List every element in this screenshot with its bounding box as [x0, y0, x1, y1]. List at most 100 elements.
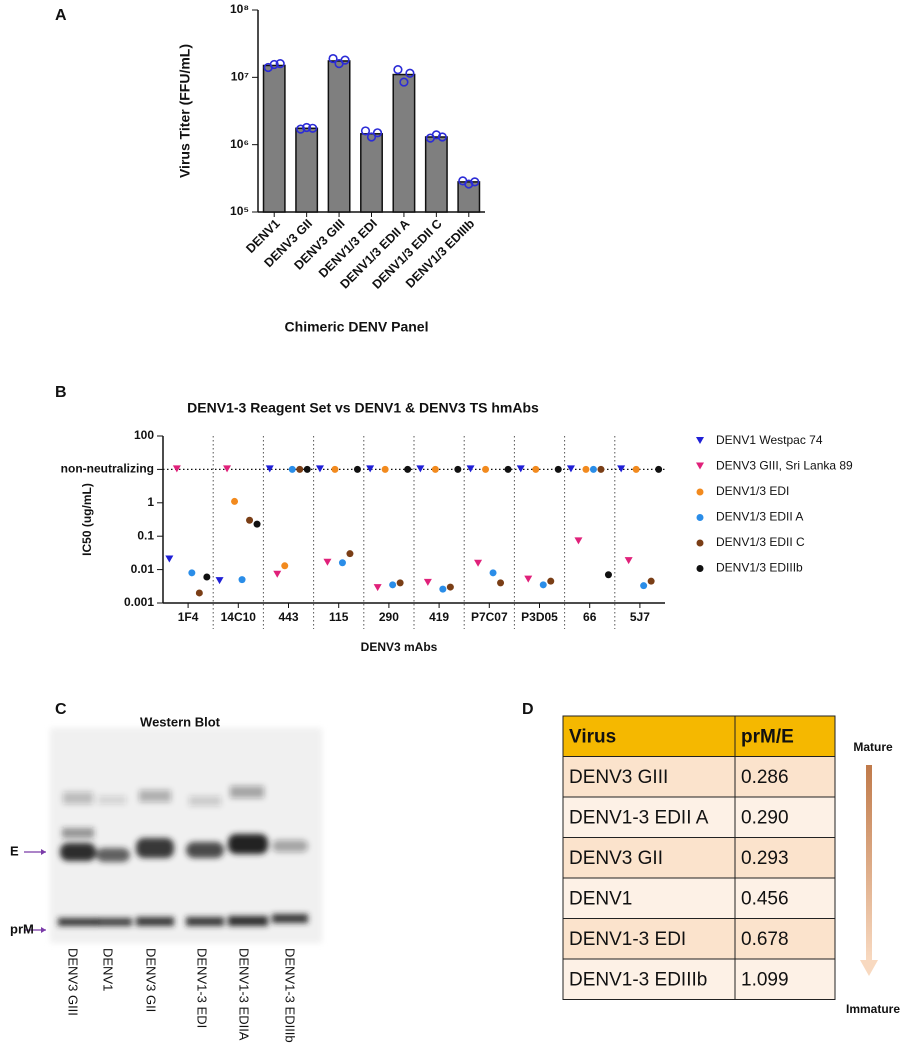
data-point [624, 557, 633, 565]
table-header: prM/E [741, 726, 794, 747]
x-axis-label: Chimeric DENV Panel [285, 319, 429, 335]
y-tick-label: non-neutralizing [61, 462, 154, 476]
data-point [416, 465, 425, 473]
bar [392, 73, 416, 213]
legend-label: DENV1/3 EDI [716, 484, 789, 498]
data-point [215, 577, 224, 585]
data-point [539, 581, 547, 589]
data-point [617, 465, 626, 473]
x-tick-label: 66 [583, 610, 597, 624]
data-point [323, 558, 332, 566]
chart-title: DENV1-3 Reagent Set vs DENV1 & DENV3 TS … [187, 400, 539, 416]
data-point [589, 465, 597, 473]
y-axis-label: IC50 (ug/mL) [80, 483, 94, 556]
data-point [431, 465, 439, 473]
band-marker: prM [10, 921, 34, 936]
x-tick-label: 5J7 [630, 610, 650, 624]
data-point [328, 53, 338, 64]
y-tick-label: 0.1 [137, 528, 154, 542]
table-cell [734, 958, 836, 1000]
bar [424, 136, 448, 213]
bar [262, 64, 286, 213]
panel-label: D [522, 701, 534, 718]
y-tick-label: 10⁵ [230, 204, 249, 218]
bar [457, 181, 481, 213]
arrow-label: Mature [853, 740, 893, 754]
data-point [524, 575, 533, 583]
data-point [396, 579, 404, 587]
data-point [172, 465, 181, 473]
table-text: DENV1-3 EDII A [569, 807, 709, 828]
lane-label: DENV3 GIII [66, 948, 81, 1016]
data-point [399, 77, 409, 87]
table-cell [562, 715, 736, 757]
data-point [372, 128, 383, 138]
blot-image [24, 728, 322, 943]
table-cell [734, 756, 836, 798]
data-point [554, 465, 562, 473]
panel-label: A [55, 7, 67, 24]
x-tick-label: 1F4 [178, 610, 199, 624]
data-point [446, 583, 454, 591]
data-point [195, 589, 203, 597]
table-cell [562, 756, 736, 798]
data-point [497, 579, 505, 587]
data-point [404, 465, 412, 473]
data-point [655, 465, 663, 473]
data-point [265, 465, 274, 473]
data-point [454, 465, 462, 473]
data-point [288, 465, 296, 473]
table-text: 0.456 [741, 888, 789, 909]
arrow-label: Immature [846, 1002, 900, 1016]
data-point [340, 55, 350, 65]
data-point [389, 581, 397, 589]
lane-label: DENV1-3 EDIIIb [283, 948, 298, 1043]
data-point [423, 578, 432, 586]
band-marker: E [10, 843, 19, 858]
y-tick-label: 0.001 [124, 595, 154, 609]
x-tick-label: 290 [379, 610, 399, 624]
table-cell [734, 796, 836, 838]
data-point [405, 68, 415, 78]
data-point [315, 465, 324, 473]
data-point [647, 577, 655, 585]
data-point [393, 65, 403, 75]
x-tick-label: P3D05 [521, 610, 558, 624]
data-point [439, 585, 447, 593]
data-point [574, 537, 583, 545]
data-point [353, 465, 361, 473]
data-point [231, 497, 239, 505]
data-point [464, 179, 474, 189]
data-point [165, 555, 174, 563]
data-point [582, 465, 590, 473]
data-point [360, 126, 371, 136]
y-tick-label: 10⁸ [230, 2, 249, 16]
x-tick-label: 443 [278, 610, 298, 624]
y-tick-label: 10⁷ [231, 70, 249, 84]
lane-label: DENV1 [101, 948, 116, 991]
table-text: 0.293 [741, 848, 789, 869]
data-point [532, 465, 540, 473]
data-point [269, 59, 279, 70]
table-text: 1.099 [741, 969, 789, 990]
bar [327, 60, 351, 213]
bar [360, 133, 383, 213]
legend-marker [696, 462, 704, 470]
data-point [470, 177, 480, 187]
y-axis-label: Virus Titer (FFU/mL) [177, 44, 193, 178]
table-cell [562, 918, 736, 960]
table-cell [562, 958, 736, 1000]
data-point [604, 571, 612, 579]
table-cell [734, 837, 836, 879]
panel-label: B [55, 384, 67, 401]
legend-marker [696, 514, 704, 521]
data-point [253, 520, 261, 528]
data-point [547, 577, 555, 585]
data-point [516, 465, 525, 473]
data-point [275, 58, 285, 69]
data-point [482, 465, 490, 473]
table-cell [562, 837, 736, 879]
arrow-head [860, 960, 878, 976]
data-point [331, 465, 339, 473]
